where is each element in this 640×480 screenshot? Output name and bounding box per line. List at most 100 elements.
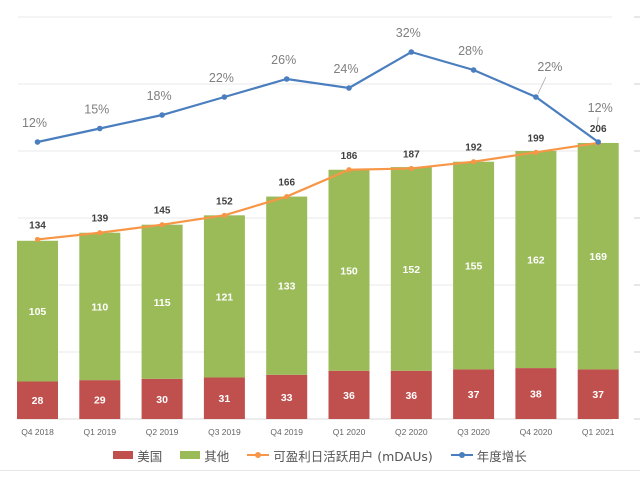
legend-item-mdau: 可盈利日活跃用户 (mDAUs) <box>247 446 433 465</box>
x-tick-label: Q2 2019 <box>146 427 179 437</box>
bottom-divider <box>0 470 640 471</box>
growth-data-label: 26% <box>271 53 296 67</box>
x-tick-label: Q4 2018 <box>21 427 54 437</box>
legend-item-other: 其他 <box>180 446 229 465</box>
legend-swatch-us <box>113 451 134 459</box>
mdau-data-label: 206 <box>590 124 607 135</box>
mdau-point <box>284 193 290 200</box>
bar-other <box>141 224 183 379</box>
legend-label-mdau: 可盈利日活跃用户 (mDAUs) <box>273 448 433 464</box>
growth-point <box>159 112 165 118</box>
growth-point <box>533 94 539 100</box>
growth-point <box>221 94 228 100</box>
x-tick-label: Q4 2020 <box>520 427 553 437</box>
chart: 28 105 29 110 30 115 31 121 33 133 36 150 36 152 37 155… <box>17 16 640 437</box>
legend-swatch-growth <box>450 450 473 460</box>
bar-us-label: 29 <box>94 395 106 407</box>
mdau-data-label: 199 <box>528 133 545 144</box>
bar-other <box>266 196 308 375</box>
growth-point <box>283 76 290 82</box>
leader-line <box>537 76 547 95</box>
bar-us-label: 36 <box>405 390 417 402</box>
x-tick-label: Q1 2019 <box>83 427 116 437</box>
mdau-point <box>471 159 477 165</box>
bar-us <box>17 381 58 419</box>
mdau-point <box>533 149 539 155</box>
growth-series-line <box>37 50 599 144</box>
bar-other-label: 105 <box>29 306 47 318</box>
growth-data-label: 22% <box>209 71 234 85</box>
mdau-data-label: 152 <box>216 196 233 207</box>
growth-data-label: 18% <box>147 89 172 103</box>
bar-other-label: 121 <box>216 291 234 303</box>
bar-other <box>328 169 370 371</box>
leader-line <box>596 116 599 126</box>
bar-other-label: 110 <box>91 301 108 313</box>
growth-point <box>408 49 415 55</box>
growth-data-label: 28% <box>458 44 483 58</box>
bar-us <box>79 380 121 419</box>
bar-other-label: 162 <box>527 255 545 267</box>
bar-us <box>203 377 245 419</box>
legend-label-us: 美国 <box>137 448 163 464</box>
bar-other <box>17 240 58 382</box>
bar-us <box>453 369 495 419</box>
x-tick-label: Q1 2020 <box>333 427 366 437</box>
bar-other-label: 152 <box>403 264 421 276</box>
bar-other <box>390 167 432 371</box>
bar-us-label: 30 <box>156 394 168 406</box>
bar-us-label: 31 <box>219 393 231 405</box>
x-tick-label: Q2 2020 <box>395 427 428 437</box>
bar-us <box>266 374 308 419</box>
bars: 28 105 29 110 30 115 31 121 33 133 36 150 36 152 37 155… <box>17 142 619 419</box>
bar-other <box>79 232 121 381</box>
bar-us-label: 37 <box>468 389 480 401</box>
mdau-series-line <box>37 141 599 241</box>
growth-point <box>595 139 601 145</box>
mdau-point <box>34 236 41 243</box>
x-tick-label: Q4 2019 <box>270 427 303 437</box>
growth-data-label: 12% <box>22 116 47 130</box>
growth-data-label: 12% <box>588 101 613 115</box>
growth-point <box>470 67 477 73</box>
mdau-data-label: 134 <box>29 220 46 231</box>
bar-other-label: 155 <box>465 261 483 273</box>
bar-other-label: 169 <box>589 251 607 263</box>
mdau-data-label: 166 <box>278 178 295 189</box>
mdau-point <box>221 212 227 218</box>
mdau-data-label: 186 <box>341 151 358 162</box>
growth-point <box>34 139 41 145</box>
legend-label-other: 其他 <box>204 448 230 464</box>
bar-us-label: 36 <box>343 390 355 402</box>
legend-item-growth: 年度增长 <box>450 446 527 465</box>
growth-data-label: 32% <box>396 26 421 40</box>
legend-item-us: 美国 <box>113 446 162 465</box>
legend-label-growth: 年度增长 <box>476 448 527 464</box>
legend-swatch-other <box>180 451 201 459</box>
growth-data-label: 24% <box>333 62 358 76</box>
bar-us <box>141 378 183 419</box>
growth-data-label: 22% <box>537 60 562 74</box>
bar-us-label: 28 <box>32 395 44 407</box>
mdau-data-label: 145 <box>154 206 171 217</box>
bar-other <box>577 142 619 370</box>
bar-us <box>577 369 619 419</box>
bar-other-label: 115 <box>154 297 171 309</box>
mdau-point <box>97 230 103 236</box>
mdau-data-label: 187 <box>403 149 420 160</box>
mdau-point <box>159 222 165 228</box>
bar-us <box>515 368 557 419</box>
legend: 美国 其他 可盈利日活跃用户 (mDAUs) 年度增长 <box>0 443 640 467</box>
growth-point <box>97 125 103 132</box>
bar-us-label: 38 <box>530 389 542 401</box>
legend-swatch-mdau <box>247 450 270 460</box>
growth-data-label: 15% <box>84 103 109 117</box>
growth-line: 12% 15% 18% 22% 26% 24% 32% 28% 22% 12% <box>22 26 613 145</box>
growth-point <box>346 85 352 91</box>
mdau-point <box>408 165 414 172</box>
mdau-data-label: 192 <box>465 143 482 154</box>
bar-other <box>453 161 495 370</box>
x-tick-label: Q1 2021 <box>582 427 615 437</box>
mdau-point <box>346 167 352 173</box>
bar-us-label: 37 <box>592 389 604 401</box>
